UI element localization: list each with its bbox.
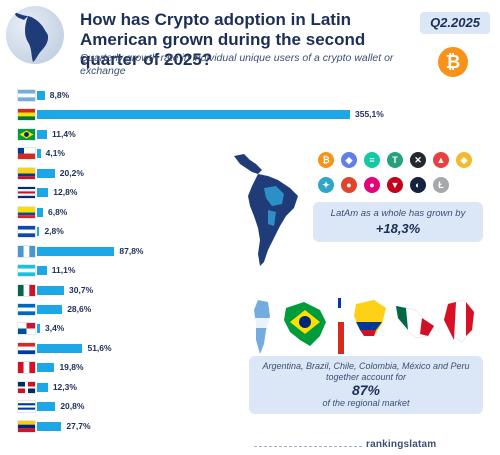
bitcoin-icon: ₿ bbox=[318, 152, 334, 168]
bar-guatemala bbox=[37, 246, 115, 256]
tether-icon: T bbox=[387, 152, 403, 168]
bar-honduras bbox=[37, 266, 47, 276]
value-label: 6,8% bbox=[47, 206, 68, 217]
venezuela-flag bbox=[18, 420, 35, 432]
mexico-flag bbox=[18, 284, 35, 296]
peru-shape-icon bbox=[443, 299, 475, 343]
bnb-icon: ◈ bbox=[456, 152, 472, 168]
value-label: 27,7% bbox=[66, 420, 91, 431]
latam-growth-callout: LatAm as a whole has grown by +18,3% bbox=[313, 202, 483, 242]
bar-argentina bbox=[37, 91, 45, 100]
mexico-shape-icon bbox=[395, 305, 435, 339]
argentina-flag bbox=[18, 90, 35, 101]
market-share-value: 87% bbox=[351, 382, 381, 398]
period-badge: Q2.2025 bbox=[420, 12, 490, 34]
bar-chile bbox=[37, 149, 41, 159]
latam-growth-text: LatAm as a whole has grown by bbox=[330, 208, 466, 219]
dominican-republic-flag bbox=[18, 381, 35, 393]
honduras-flag bbox=[18, 265, 35, 277]
value-label: 28,6% bbox=[67, 303, 92, 314]
ecuador-flag bbox=[18, 206, 35, 218]
latam-map-icon bbox=[232, 150, 302, 270]
paraguay-flag bbox=[18, 342, 35, 354]
brazil-flag bbox=[18, 128, 35, 140]
chile-shape-icon bbox=[338, 298, 344, 354]
value-label: 11,1% bbox=[51, 265, 76, 276]
value-label: 4,1% bbox=[45, 148, 65, 159]
shiba-icon: ● bbox=[341, 177, 357, 193]
latam-globe-icon bbox=[6, 6, 64, 64]
bar-brazil bbox=[37, 129, 48, 139]
panama-flag bbox=[18, 323, 35, 335]
bar-peru bbox=[37, 363, 55, 373]
peru-flag bbox=[18, 362, 35, 374]
value-label: 355,1% bbox=[355, 109, 384, 120]
bar-panama bbox=[37, 324, 40, 334]
value-label: 20,8% bbox=[60, 401, 85, 412]
bar-dominican-republic bbox=[37, 382, 48, 392]
xrp-icon: ✕ bbox=[410, 152, 426, 168]
bar-uruguay bbox=[37, 402, 56, 412]
costa-rica-flag bbox=[18, 187, 35, 199]
nicaragua-flag bbox=[18, 303, 35, 315]
colombia-flag bbox=[18, 167, 35, 179]
brazil-shape-icon bbox=[284, 302, 326, 346]
value-label: 87,8% bbox=[119, 245, 144, 256]
guatemala-flag bbox=[18, 245, 35, 257]
market-share-callout: Argentina, Brazil, Chile, Colombia, Méxi… bbox=[249, 356, 483, 414]
avalanche-icon: ▲ bbox=[433, 152, 449, 168]
bar-bolivia bbox=[37, 110, 350, 120]
uruguay-flag bbox=[18, 401, 35, 413]
value-label: 12,8% bbox=[53, 187, 78, 198]
bar-colombia bbox=[37, 168, 55, 178]
value-label: 20,2% bbox=[59, 167, 84, 178]
stellar-icon: ◐ bbox=[410, 177, 426, 193]
colombia-shape-icon bbox=[354, 300, 386, 336]
el-salvador-flag bbox=[18, 226, 35, 238]
bitcoin-icon: ₿ bbox=[438, 47, 468, 77]
market-share-caption: of the regional market bbox=[322, 398, 410, 408]
solana-icon: ≡ bbox=[364, 152, 380, 168]
ethereum-icon: ◆ bbox=[341, 152, 357, 168]
cardano-icon: ✦ bbox=[318, 177, 334, 193]
bar-ecuador bbox=[37, 207, 43, 217]
chile-flag bbox=[18, 148, 35, 160]
bar-nicaragua bbox=[37, 304, 63, 314]
market-share-text: Argentina, Brazil, Chile, Colombia, Méxi… bbox=[262, 361, 470, 382]
country-flag-shapes bbox=[248, 296, 488, 356]
value-label: 3,4% bbox=[44, 323, 65, 334]
brand-name: rankingslatam bbox=[366, 439, 437, 450]
bar-mexico bbox=[37, 285, 65, 295]
bar-el-salvador bbox=[37, 227, 40, 237]
footer-divider bbox=[254, 446, 362, 447]
value-label: 51,6% bbox=[87, 342, 112, 353]
litecoin-icon: Ł bbox=[433, 177, 449, 193]
bar-paraguay bbox=[37, 343, 83, 353]
bar-venezuela bbox=[37, 421, 62, 431]
polkadot-icon: ● bbox=[364, 177, 380, 193]
tron-icon: ▼ bbox=[387, 177, 403, 193]
value-label: 11,4% bbox=[52, 128, 76, 139]
bar-costa-rica bbox=[37, 188, 49, 198]
argentina-shape-icon bbox=[254, 300, 272, 354]
page-title: How has Crypto adoption in Latin America… bbox=[80, 10, 366, 69]
value-label: 12,3% bbox=[52, 381, 77, 392]
value-label: 19,8% bbox=[59, 362, 84, 373]
value-label: 8,8% bbox=[49, 90, 70, 100]
value-label: 30,7% bbox=[69, 284, 94, 295]
page-subtitle: Quarterly growth rate in individual uniq… bbox=[80, 52, 394, 77]
value-label: 2,8% bbox=[44, 226, 64, 237]
bolivia-flag bbox=[18, 109, 35, 121]
latam-growth-value: +18,3% bbox=[375, 221, 421, 236]
